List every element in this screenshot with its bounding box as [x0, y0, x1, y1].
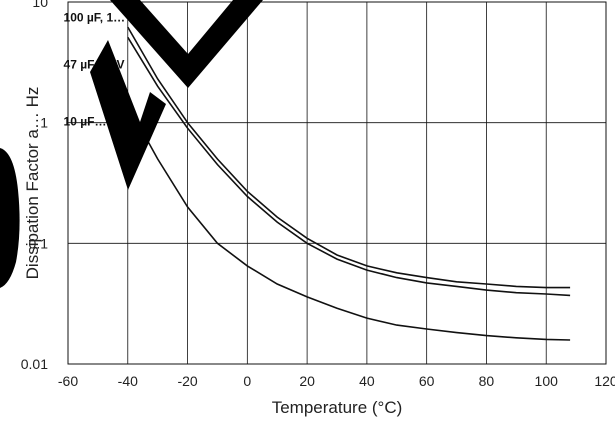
x-tick-label: 20 — [299, 373, 315, 389]
x-tick-label: 60 — [419, 373, 435, 389]
y-tick-label: 0.01 — [21, 356, 48, 372]
checkmark-overlay-middle — [90, 40, 166, 190]
x-tick-label: 80 — [479, 373, 495, 389]
plot-frame — [67, 1, 607, 365]
x-tick-label: -40 — [118, 373, 138, 389]
x-tick-label: 40 — [359, 373, 375, 389]
series-label-1: 100 µF, 1… — [64, 10, 126, 24]
x-tick-labels: -60 -40 -20 0 20 40 60 80 100 120 — [58, 373, 615, 389]
y-tick-label: 1 — [40, 115, 48, 131]
series-line-2 — [127, 36, 571, 297]
left-edge-overlay — [0, 148, 20, 288]
y-tick-label: 10 — [32, 0, 48, 10]
x-tick-label: 100 — [535, 373, 559, 389]
series-line-1 — [127, 26, 571, 289]
x-tick-label: -60 — [58, 373, 78, 389]
x-tick-label: 0 — [243, 373, 251, 389]
x-tick-label: -20 — [177, 373, 197, 389]
series-lines — [127, 26, 571, 341]
grid — [67, 1, 607, 365]
y-tick-label: 0.1 — [29, 235, 49, 251]
series-line-3 — [127, 104, 571, 341]
checkmark-overlay-top — [110, 0, 263, 88]
y-axis-title: Dissipation Factor a… Hz — [23, 87, 42, 280]
x-tick-label: 120 — [594, 373, 615, 389]
x-axis-title: Temperature (°C) — [272, 398, 403, 417]
y-tick-labels: 0.01 0.1 1 10 — [21, 0, 48, 372]
series-label-3: 10 µF… — [64, 114, 107, 128]
